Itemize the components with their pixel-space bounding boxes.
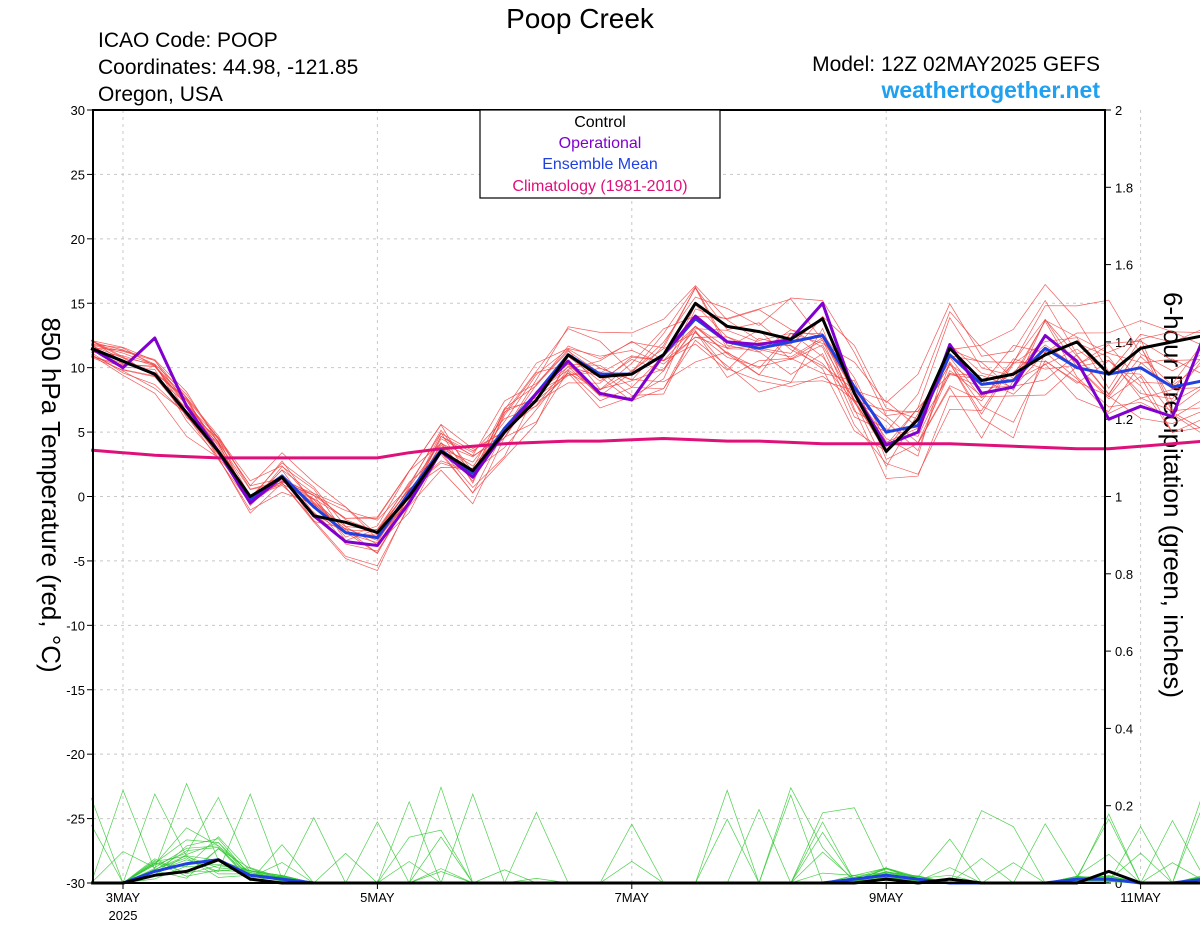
y2-tick-label: 0.4	[1115, 721, 1133, 736]
x-tick-label: 9MAY	[869, 890, 904, 905]
axis-ticks: 302520151050-5-10-15-20-25-3021.81.61.41…	[66, 103, 1161, 923]
x-tick-year: 2025	[109, 908, 138, 923]
y2-tick-label: 1.6	[1115, 258, 1133, 273]
legend: Control Operational Ensemble Mean Climat…	[479, 109, 721, 199]
y-tick-label: 30	[71, 103, 85, 118]
temp-member-line	[91, 327, 1200, 567]
y-tick-label: 15	[71, 296, 85, 311]
legend-box	[479, 109, 721, 199]
y-tick-label: -25	[66, 812, 85, 827]
y2-tick-label: 0.6	[1115, 644, 1133, 659]
y2-tick-label: 1	[1115, 490, 1122, 505]
x-tick-label: 11MAY	[1120, 890, 1161, 905]
precip-member-line	[91, 836, 1200, 884]
precip-member-line	[91, 825, 1200, 884]
temp-member-line	[91, 337, 1200, 541]
y-tick-label: -5	[73, 554, 85, 569]
legend-ensemble-mean: Ensemble Mean	[542, 156, 658, 173]
precip-member-line	[90, 786, 1200, 884]
y2-axis-label: 6-hour Precipitation (green, inches)	[1158, 292, 1188, 698]
y-tick-label: 25	[71, 167, 85, 182]
y-tick-label: 0	[78, 490, 85, 505]
control-temp-line	[90, 301, 1200, 535]
legend-climatology: Climatology (1981-2010)	[512, 178, 687, 195]
y2-tick-label: 1.8	[1115, 180, 1133, 195]
icao-code: ICAO Code: POOP	[98, 29, 278, 52]
temp-member-line	[91, 308, 1200, 544]
location: Oregon, USA	[98, 83, 223, 106]
y2-tick-label: 0.8	[1115, 567, 1133, 582]
y2-tick-label: 0.2	[1115, 799, 1133, 814]
temp-member-line	[91, 299, 1200, 521]
y-tick-label: -15	[66, 683, 85, 698]
site-name[interactable]: weathertogether.net	[880, 77, 1100, 103]
y-tick-label: -30	[66, 876, 85, 891]
x-tick-label: 5MAY	[360, 890, 395, 905]
y-tick-label: -20	[66, 747, 85, 762]
model-run: Model: 12Z 02MAY2025 GEFS	[812, 53, 1100, 76]
y-tick-label: -10	[66, 618, 85, 633]
precip-member-line	[91, 818, 1200, 884]
y-axis-label: 850 hPa Temperature (red, °C)	[36, 317, 66, 672]
y2-tick-label: 2	[1115, 103, 1122, 118]
chart-title: Poop Creek	[506, 3, 655, 34]
coordinates: Coordinates: 44.98, -121.85	[98, 56, 358, 79]
climatology-1981-2010-temp-line	[91, 437, 1200, 460]
y-tick-label: 10	[71, 361, 85, 376]
y-tick-label: 20	[71, 232, 85, 247]
legend-control: Control	[574, 114, 626, 131]
x-tick-label: 3MAY	[106, 890, 141, 905]
y2-tick-label: 0	[1115, 876, 1122, 891]
x-tick-label: 7MAY	[615, 890, 650, 905]
temp-member-line	[91, 285, 1200, 555]
y-tick-label: 5	[78, 425, 85, 440]
legend-operational: Operational	[559, 135, 642, 152]
temp-member-line	[91, 316, 1200, 538]
